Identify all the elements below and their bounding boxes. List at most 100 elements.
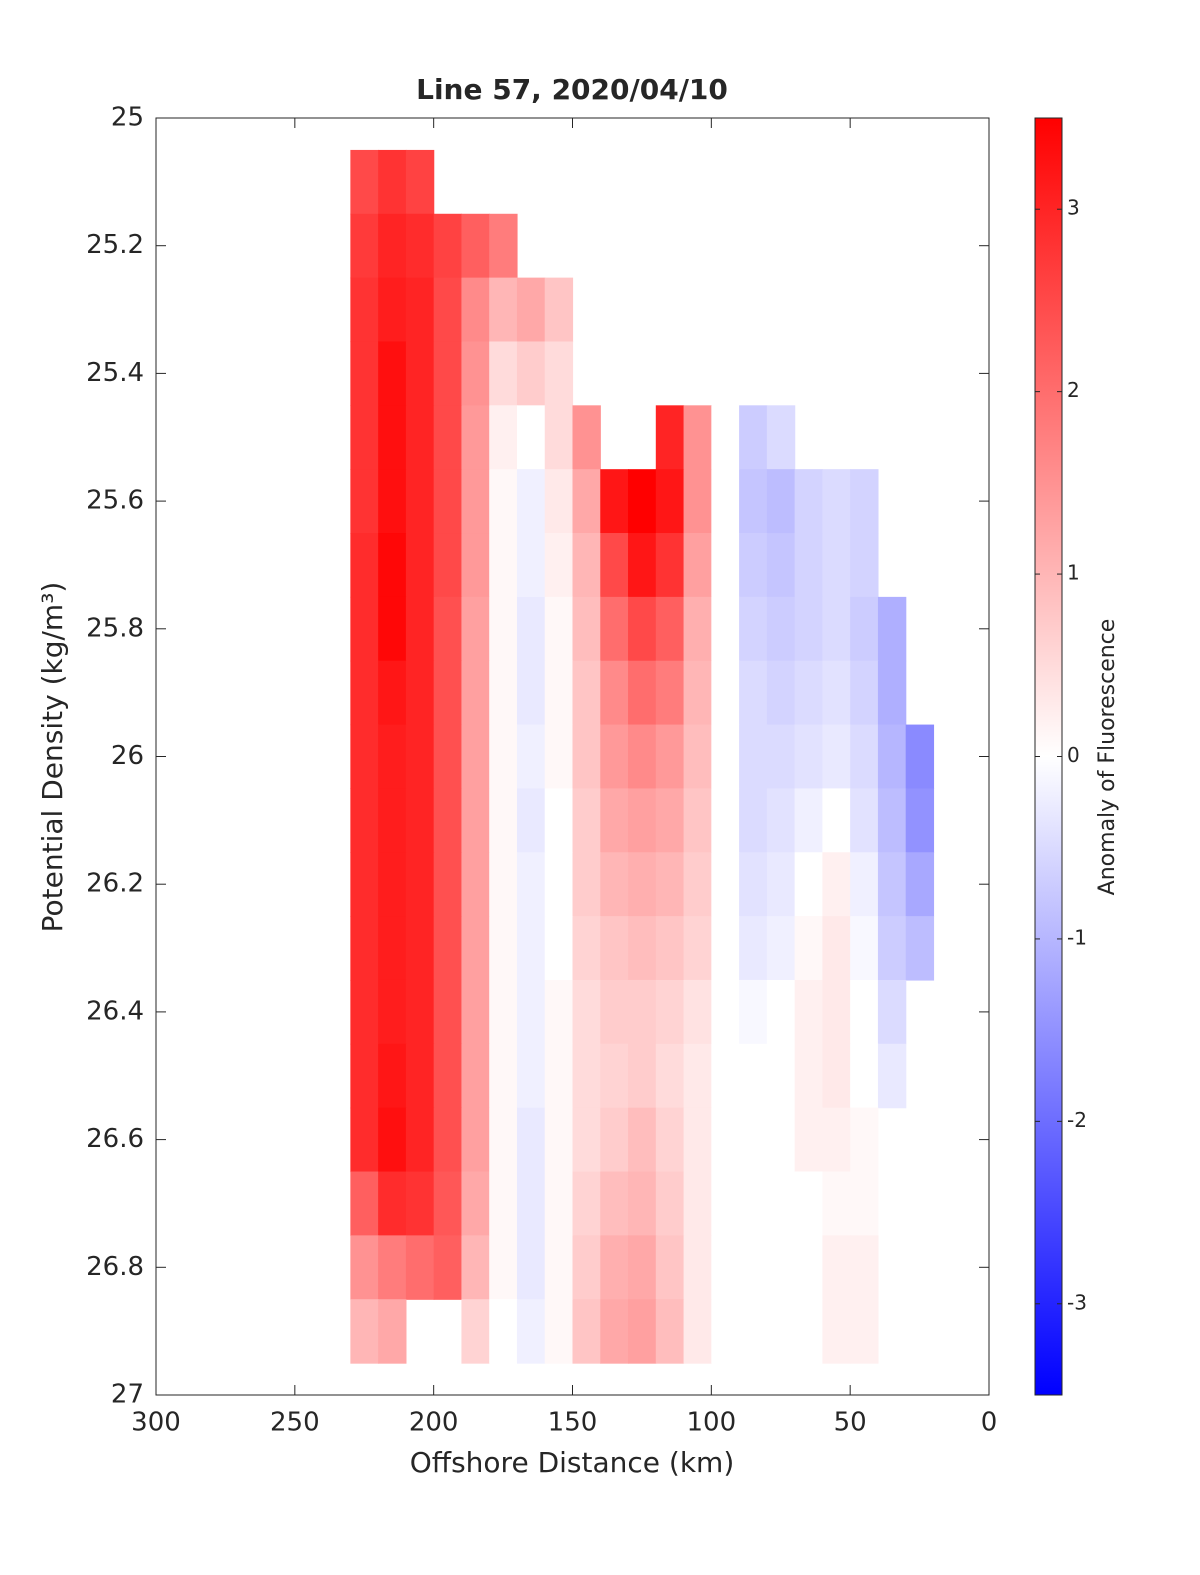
contour-cell <box>461 341 490 406</box>
contour-cell <box>461 724 490 790</box>
contour-cell <box>683 1235 712 1300</box>
contour-cell <box>877 916 907 981</box>
contour-cell <box>822 788 851 853</box>
contour-cell <box>628 788 657 853</box>
contour-cell <box>405 596 435 662</box>
contour-cell <box>350 469 379 534</box>
contour-cell <box>572 1299 601 1364</box>
contour-cell <box>794 1235 823 1300</box>
contour-cell <box>877 979 907 1045</box>
contour-cell <box>544 916 574 981</box>
contour-cell <box>739 533 768 598</box>
contour-cell <box>350 1299 379 1364</box>
contour-cell <box>489 596 518 662</box>
contour-cell <box>378 1299 407 1364</box>
contour-cell <box>766 1107 796 1173</box>
contour-cell <box>766 1235 796 1300</box>
contour-cell <box>850 1299 879 1364</box>
colorbar-tick-label: 2 <box>1067 378 1080 402</box>
contour-cell <box>600 852 629 917</box>
contour-cell <box>739 1299 768 1364</box>
y-tick-label: 25.4 <box>86 358 144 388</box>
contour-cell <box>405 277 435 343</box>
contour-cell <box>572 1043 601 1109</box>
contour-cell <box>405 1043 435 1109</box>
contour-cell <box>794 1299 823 1364</box>
contour-cell <box>433 1171 463 1236</box>
contour-cell <box>544 1235 574 1300</box>
contour-cell <box>850 469 879 534</box>
contour-cell <box>433 213 463 279</box>
contour-cell <box>433 852 463 917</box>
contour-cell <box>822 596 851 662</box>
contour-cell <box>850 660 879 726</box>
colorbar-label: Anomaly of Fluorescence <box>1095 619 1120 896</box>
contour-cell <box>794 1107 823 1173</box>
contour-cell <box>572 724 601 790</box>
contour-cell <box>655 1107 685 1173</box>
contour-cell <box>711 1299 740 1364</box>
contour-cell <box>516 788 546 853</box>
contour-cell <box>683 596 712 662</box>
contour-cell <box>822 979 851 1045</box>
contour-cell <box>655 1171 685 1236</box>
contour-cell <box>739 724 768 790</box>
contour-cell <box>516 660 546 726</box>
contour-cell <box>350 341 379 406</box>
contour-cell <box>350 1043 379 1109</box>
contour-cell <box>433 277 463 343</box>
contour-cell <box>489 724 518 790</box>
contour-cell <box>405 213 435 279</box>
contour-cell <box>683 1299 712 1364</box>
contour-cell <box>405 788 435 853</box>
contour-cell <box>544 724 574 790</box>
contour-cell <box>822 1235 851 1300</box>
contour-cell <box>461 852 490 917</box>
contour-cell <box>794 852 823 917</box>
contour-cell <box>655 660 685 726</box>
contour-cell <box>850 724 879 790</box>
contour-cell <box>516 1235 546 1300</box>
contour-cell <box>461 979 490 1045</box>
contour-cell <box>628 1043 657 1109</box>
contour-cell <box>822 1171 851 1236</box>
contour-cell <box>433 341 463 406</box>
contour-cell <box>905 724 935 790</box>
contour-cell <box>683 916 712 981</box>
contour-cell <box>794 660 823 726</box>
contour-cell <box>655 788 685 853</box>
contour-cell <box>600 1171 629 1236</box>
contour-cell <box>516 1299 546 1364</box>
y-tick-label: 25.2 <box>86 230 144 260</box>
contour-cell <box>711 724 740 790</box>
contour-cell <box>711 916 740 981</box>
contour-cell <box>766 852 796 917</box>
contour-cell <box>655 916 685 981</box>
contour-cell <box>350 533 379 598</box>
contour-cell <box>516 916 546 981</box>
contour-cell <box>628 1107 657 1173</box>
contour-cell <box>489 852 518 917</box>
x-tick-label: 50 <box>834 1408 867 1438</box>
contour-cell <box>433 533 463 598</box>
contour-cell <box>711 1235 740 1300</box>
contour-cell <box>461 1235 490 1300</box>
contour-cell <box>572 660 601 726</box>
contour-cell <box>822 533 851 598</box>
contour-cell <box>378 533 407 598</box>
contour-cell <box>628 979 657 1045</box>
contour-cell <box>378 724 407 790</box>
x-tick-label: 150 <box>548 1408 598 1438</box>
contour-cell <box>877 724 907 790</box>
contour-cell <box>683 788 712 853</box>
contour-cell <box>378 1171 407 1236</box>
contour-cell <box>405 1171 435 1236</box>
contour-cell <box>655 405 685 470</box>
colorbar-tick-label: 3 <box>1067 196 1080 220</box>
x-tick-label: 0 <box>981 1408 998 1438</box>
contour-cell <box>628 469 657 534</box>
contour-cell <box>350 405 379 470</box>
contour-cell <box>683 533 712 598</box>
contour-cell <box>794 596 823 662</box>
contour-cell <box>711 405 740 470</box>
